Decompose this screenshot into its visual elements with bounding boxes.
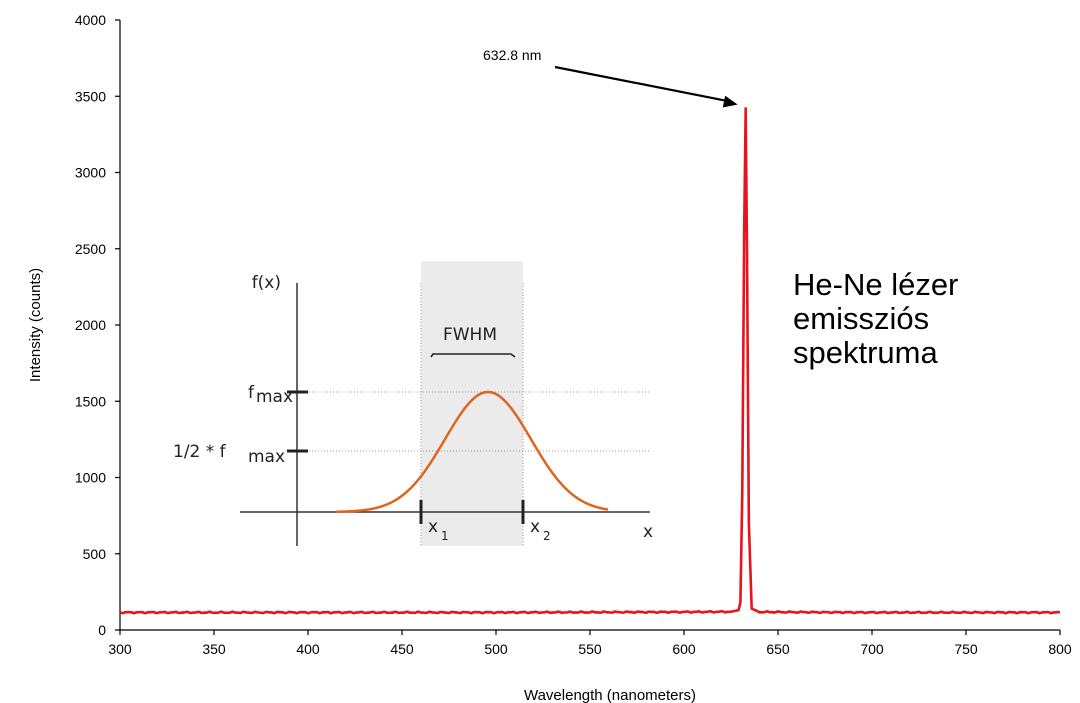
peak-arrow-head [722, 95, 738, 108]
spectrum-series [119, 107, 1061, 615]
y-tick-label: 2500 [75, 241, 106, 257]
y-tick-label: 500 [83, 546, 107, 562]
half-max-subscript: max [248, 447, 285, 467]
x-tick-label: 600 [672, 641, 696, 657]
x2-label: x [530, 517, 540, 537]
side-label-line: emissziós [793, 301, 929, 336]
fwhm-bracket [430, 353, 516, 358]
y-tick-label: 4000 [75, 12, 106, 28]
y-tick-label: 3000 [75, 165, 106, 181]
y-tick-label: 2000 [75, 317, 106, 333]
x2-subscript: 2 [543, 529, 551, 543]
fmax-label: f [248, 383, 255, 403]
x1-subscript: 1 [441, 529, 449, 543]
y-tick-label: 0 [98, 622, 106, 638]
x-tick-label: 350 [202, 641, 226, 657]
y-tick-label: 1500 [75, 393, 106, 409]
side-label-line: spektruma [793, 335, 938, 370]
peak-arrow-line [554, 65, 730, 103]
peak-wavelength-label: 632.8 nm [483, 47, 541, 63]
x1-label: x [428, 517, 438, 537]
side-label-line: He-Ne lézer [793, 267, 958, 302]
x-tick-label: 650 [766, 641, 790, 657]
fmax-subscript: max [256, 387, 293, 407]
gaussian-curve [335, 390, 609, 514]
x-tick-label: 750 [954, 641, 978, 657]
x-tick-label: 300 [108, 641, 132, 657]
x-tick-label: 700 [860, 641, 884, 657]
inset-x-label: x [643, 522, 653, 542]
x-tick-label: 400 [296, 641, 320, 657]
fwhm-label: FWHM [443, 325, 497, 345]
spectrum-line [119, 107, 1061, 615]
x-axis-title: Wavelength (nanometers) [524, 687, 696, 703]
inset-y-label: f(x) [252, 273, 281, 293]
half-max-label: 1/2 * f [173, 442, 227, 462]
axes: 300 350 400 450 500 550 600 650 700 750 800 0 500 100… [27, 12, 1072, 703]
y-tick-label: 1000 [75, 470, 106, 486]
x-tick-label: 550 [578, 641, 602, 657]
y-tick-label: 3500 [75, 88, 106, 104]
x-tick-label: 800 [1048, 641, 1072, 657]
x-tick-label: 450 [390, 641, 414, 657]
y-axis-title: Intensity (counts) [27, 268, 44, 382]
x-tick-label: 500 [484, 641, 508, 657]
